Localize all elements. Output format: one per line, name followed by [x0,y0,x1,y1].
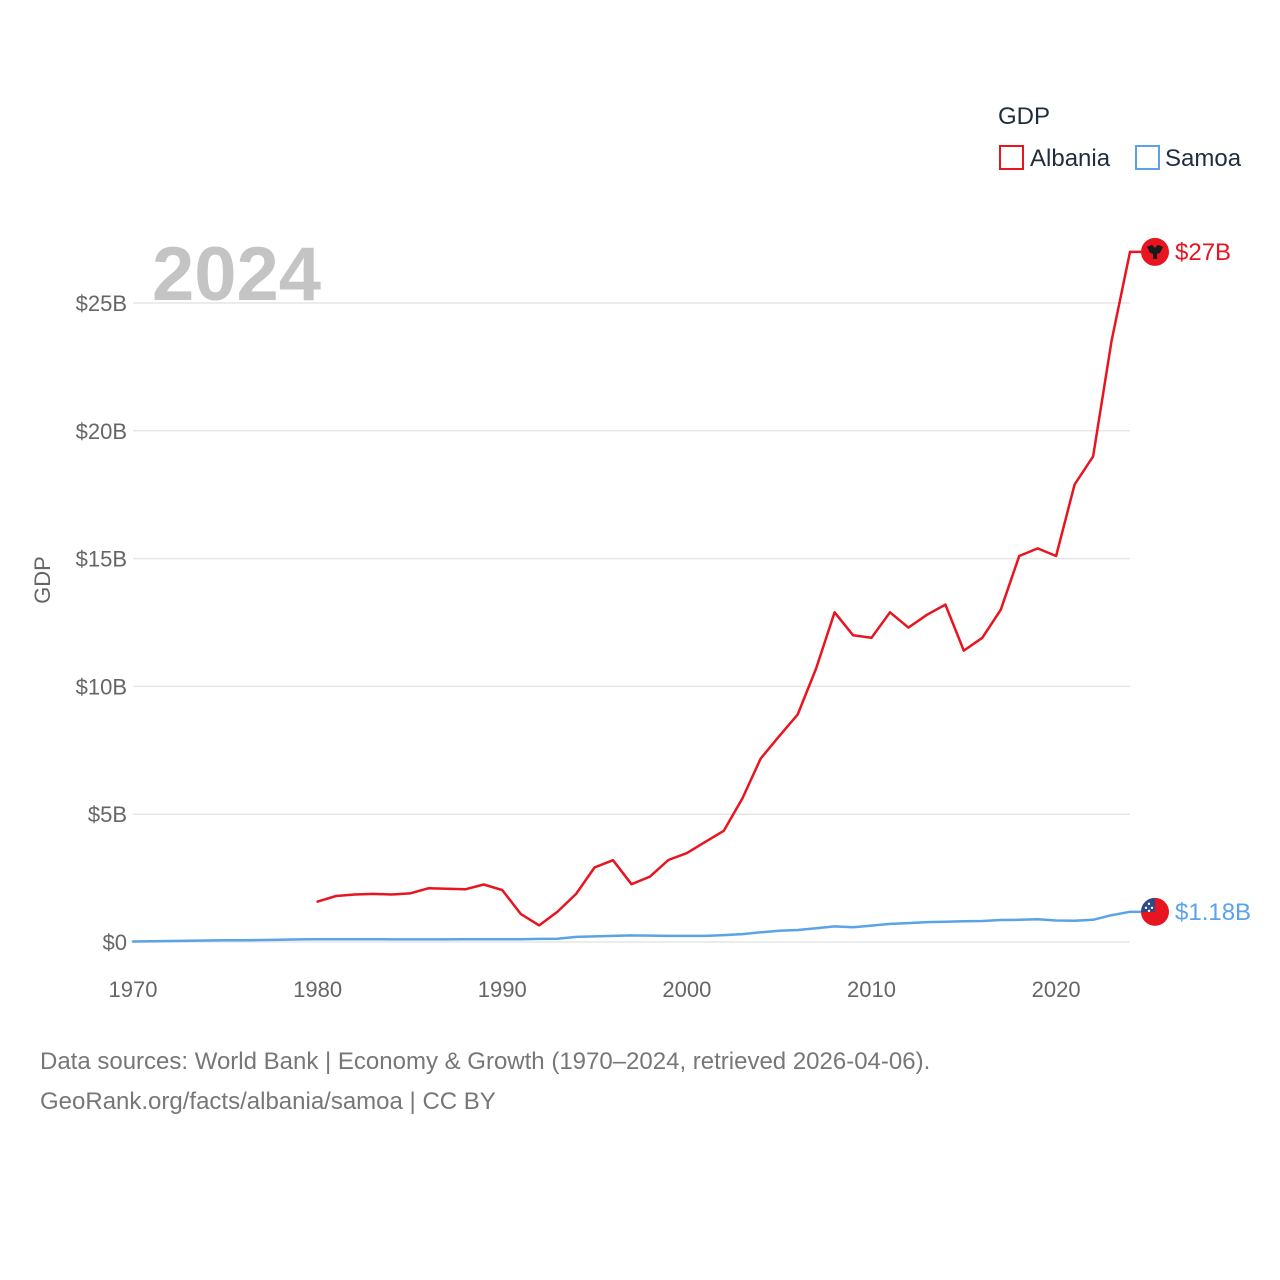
legend-swatch-albania[interactable] [999,145,1024,170]
x-tick-label: 1970 [109,977,158,1002]
x-tick-label: 2020 [1032,977,1081,1002]
gridlines [133,302,1130,943]
legend: GDP Albania Samoa [998,103,1242,172]
x-tick-label: 1980 [293,977,342,1002]
x-tick-label: 2000 [662,977,711,1002]
star-dot [1144,906,1148,910]
source-url-text[interactable]: GeoRank.org/facts/albania/samoa | CC BY [40,1088,496,1115]
star-dot [1147,902,1151,906]
series-line-albania[interactable] [316,250,1132,927]
series-line-samoa[interactable] [131,910,1132,943]
y-tick-label: $5B [88,802,127,827]
legend-label-albania[interactable]: Albania [1030,145,1111,172]
samoa-flag-icon [1141,897,1169,926]
series-lines [131,250,1132,943]
footer: Data sources: World Bank | Economy & Gro… [40,1042,930,1122]
legend-title: GDP [998,103,1050,130]
y-tick-label: $20B [76,419,127,444]
eagle-shape [1147,244,1163,259]
y-tick-label: $15B [76,547,127,572]
legend-swatch-samoa[interactable] [1135,145,1160,170]
star-dot [1150,906,1154,910]
x-tick-label: 2010 [847,977,896,1002]
end-value-label-albania: $27B [1175,239,1231,266]
albania-flag-icon [1141,237,1169,266]
y-tick-label: $25B [76,291,127,316]
star-dot [1147,909,1151,913]
year-label: 2024 [152,232,321,317]
end-markers: $27B $1.18B [1130,237,1251,926]
data-sources-text: Data sources: World Bank | Economy & Gro… [40,1048,931,1075]
legend-label-samoa[interactable]: Samoa [1165,145,1242,172]
y-tick-label: $10B [76,674,127,699]
y-tick-label: $0 [103,930,127,955]
end-value-label-samoa: $1.18B [1175,899,1251,926]
y-axis-ticks: $0 $5B $10B $15B $20B $25B [76,291,127,955]
x-axis-ticks: 1970 1980 1990 2000 2010 2020 [109,977,1081,1002]
y-axis-label: GDP [30,556,55,604]
canton-shape [1141,897,1155,912]
x-tick-label: 1990 [478,977,527,1002]
